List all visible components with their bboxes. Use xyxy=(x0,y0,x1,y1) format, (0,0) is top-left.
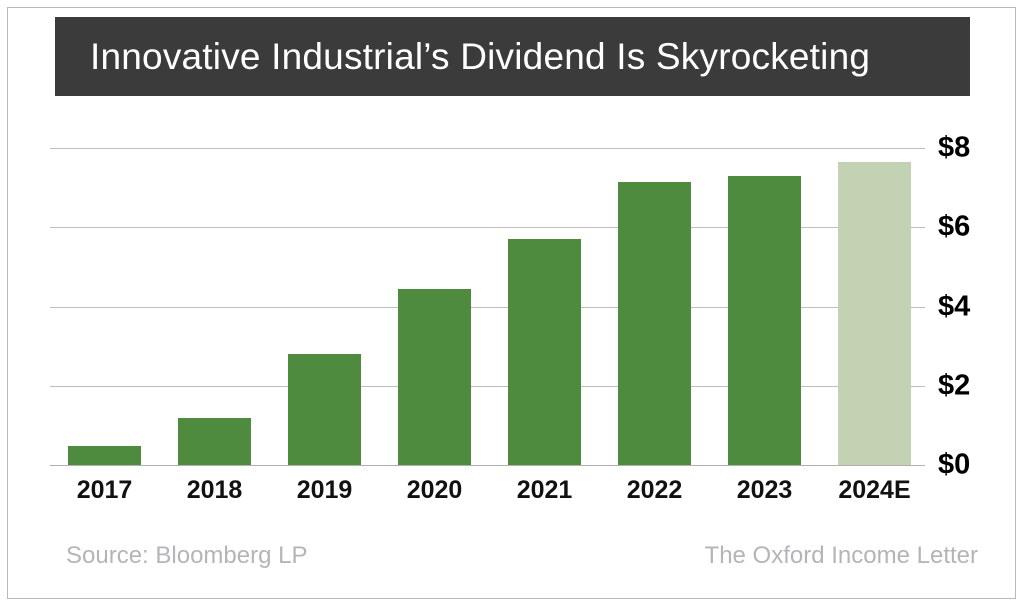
brand-note: The Oxford Income Letter xyxy=(704,542,978,569)
bar-2019[interactable] xyxy=(288,354,361,465)
bar-2024E[interactable] xyxy=(838,161,911,465)
page-title: Innovative Industrial’s Dividend Is Skyr… xyxy=(90,35,871,77)
y-axis-tick-label: $2 xyxy=(938,369,971,402)
bar-2020[interactable] xyxy=(398,288,471,465)
x-axis-tick-label-2018: 2018 xyxy=(186,476,243,504)
bar-2022[interactable] xyxy=(618,181,691,465)
x-axis-tick-label-2021: 2021 xyxy=(516,476,573,504)
x-axis-tick-label-2024E: 2024E xyxy=(838,476,911,504)
x-axis-tick-label-2017: 2017 xyxy=(76,476,133,504)
bar-2021[interactable] xyxy=(508,239,581,465)
bar-2023[interactable] xyxy=(728,175,801,465)
gridline-usd6 xyxy=(50,227,925,229)
plot-area xyxy=(50,148,925,466)
y-axis-tick-label: $8 xyxy=(938,131,971,164)
gridline-usd8 xyxy=(50,148,925,149)
bar-2018[interactable] xyxy=(178,418,251,465)
x-axis-tick-label-2019: 2019 xyxy=(296,476,353,504)
y-axis-tick-label: $0 xyxy=(938,448,971,481)
gridline-usd4 xyxy=(50,306,925,308)
x-axis-tick-label-2023: 2023 xyxy=(736,476,793,504)
x-axis-tick-label-2022: 2022 xyxy=(626,476,683,504)
gridline-usd2 xyxy=(50,385,925,387)
y-axis-tick-label: $6 xyxy=(938,210,971,243)
x-axis-tick-label-2020: 2020 xyxy=(406,476,463,504)
bar-2017[interactable] xyxy=(68,445,141,465)
source-note: Source: Bloomberg LP xyxy=(66,542,308,569)
title-banner: Innovative Industrial’s Dividend Is Skyr… xyxy=(55,17,970,96)
y-axis-tick-label: $4 xyxy=(938,290,971,322)
gridline-usd0 xyxy=(50,465,925,466)
